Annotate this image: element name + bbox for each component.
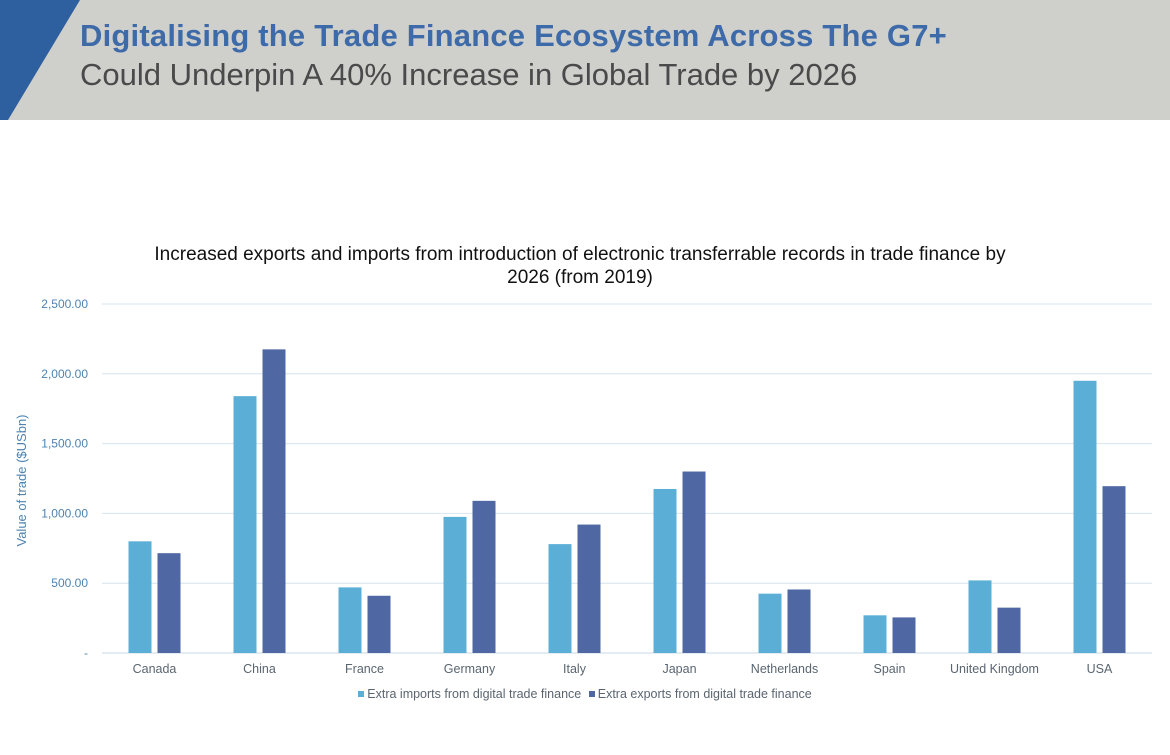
bar-exports [997,607,1021,653]
bar-imports [548,544,572,653]
chart-title-line-1: Increased exports and imports from intro… [154,244,1006,265]
x-tick-label: France [345,662,384,676]
x-tick-label: Canada [133,662,177,676]
bar-exports [1102,486,1126,653]
bar-imports [1073,380,1097,653]
chart-title-line-2: 2026 (from 2019) [507,267,653,288]
bar-exports [892,617,916,653]
bar-imports [233,396,257,653]
page-title: Digitalising the Trade Finance Ecosystem… [80,18,947,53]
chart-legend: Extra imports from digital trade finance… [0,686,1170,701]
legend-item-exports: Extra exports from digital trade finance [588,687,812,701]
header-banner: Digitalising the Trade Finance Ecosystem… [0,0,1170,120]
bar-imports [128,541,152,653]
y-tick-label: 2,000.00 [41,367,88,381]
legend-swatch-imports [358,691,365,697]
bar-exports [577,524,601,653]
bar-exports [262,349,286,653]
bar-exports [787,589,811,653]
bar-exports [472,500,496,653]
bar-exports [157,553,181,653]
y-tick-label: - [84,646,88,660]
bar-exports [367,595,391,653]
x-tick-label: Spain [874,662,906,676]
y-axis-label: Value of trade ($USbn) [14,415,29,547]
bar-imports [968,580,992,653]
legend-label-imports: Extra imports from digital trade finance [367,687,582,701]
x-tick-label: China [243,662,276,676]
bar-imports [443,516,467,653]
page-subtitle: Could Underpin A 40% Increase in Global … [80,57,858,92]
y-tick-label: 1,500.00 [41,437,88,451]
legend-item-imports: Extra imports from digital trade finance [358,687,581,701]
y-tick-label: 500.00 [51,576,88,590]
x-tick-label: Netherlands [751,662,818,676]
bar-exports [682,471,706,653]
bar-imports [863,615,887,653]
x-tick-label: Germany [444,662,496,676]
x-tick-label: Japan [662,662,696,676]
x-tick-label: Italy [563,662,587,676]
banner-accent-shape [0,0,80,120]
y-tick-label: 2,500.00 [41,297,88,311]
bar-imports [338,587,362,653]
legend-label-exports: Extra exports from digital trade finance [597,687,812,701]
legend-swatch-exports [588,691,595,697]
y-tick-label: 1,000.00 [41,506,88,520]
bar-imports [758,593,782,653]
bar-imports [653,488,677,653]
x-tick-label: USA [1087,662,1113,676]
chart-title: Increased exports and imports from intro… [100,243,1060,289]
x-tick-label: United Kingdom [950,662,1039,676]
